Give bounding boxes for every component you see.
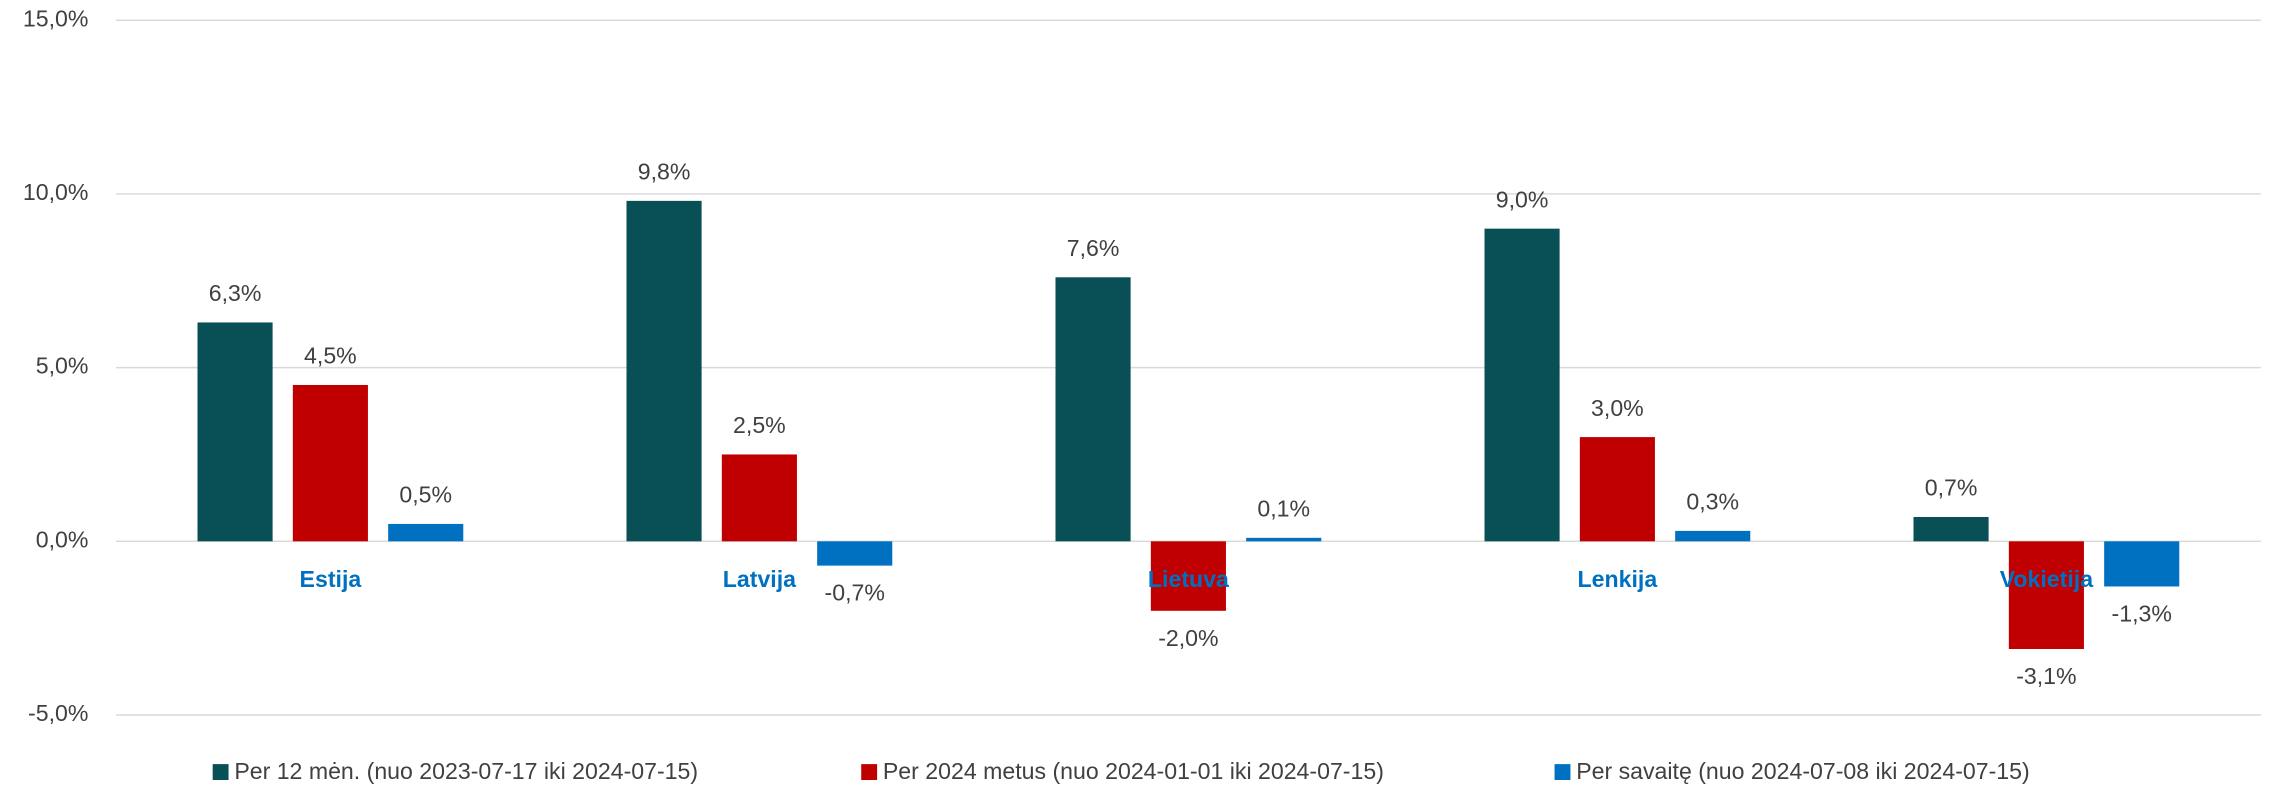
data-label: 6,3% <box>209 280 262 306</box>
bar <box>2104 541 2180 587</box>
data-label: 0,5% <box>399 482 452 508</box>
y-tick-label: 0,0% <box>36 526 89 552</box>
data-label: 0,1% <box>1257 495 1310 521</box>
legend-swatch <box>1554 764 1571 780</box>
y-tick-label: 10,0% <box>23 179 89 205</box>
legend-swatch <box>212 764 229 780</box>
x-tick-label: Vokietija <box>2000 566 2093 592</box>
y-tick-label: -5,0% <box>28 700 88 726</box>
bar <box>1055 277 1131 542</box>
bar <box>1150 541 1226 611</box>
data-label: -0,7% <box>825 580 885 606</box>
bar <box>817 541 893 566</box>
bar <box>721 454 797 542</box>
data-label: -1,3% <box>2112 600 2172 626</box>
bar <box>1579 437 1655 542</box>
bar <box>292 384 368 542</box>
bar <box>388 523 464 542</box>
data-label: 2,5% <box>733 412 786 438</box>
data-label: 3,0% <box>1591 395 1644 421</box>
legend-label: Per savaitę (nuo 2024-07-08 iki 2024-07-… <box>1576 758 2029 784</box>
x-tick-label: Lietuva <box>1148 566 1229 592</box>
data-label: 9,0% <box>1496 186 1549 212</box>
x-tick-label: Latvija <box>723 566 796 592</box>
data-label: 0,7% <box>1925 475 1978 501</box>
legend-label: Per 12 mėn. (nuo 2023-07-17 iki 2024-07-… <box>234 758 698 784</box>
data-label: 0,3% <box>1686 489 1739 515</box>
bar <box>1246 537 1322 542</box>
data-label: 4,5% <box>304 343 357 369</box>
data-label: 7,6% <box>1067 235 1120 261</box>
legend-swatch <box>861 764 878 780</box>
bar <box>197 322 273 542</box>
x-tick-label: Estija <box>300 566 362 592</box>
bar <box>1675 530 1751 542</box>
y-tick-label: 15,0% <box>23 5 89 31</box>
y-tick-label: 5,0% <box>36 353 89 379</box>
bar <box>1913 516 1989 542</box>
bar <box>1484 228 1560 542</box>
bar <box>2008 541 2084 649</box>
data-label: 9,8% <box>638 159 691 185</box>
data-label: -3,1% <box>2016 663 2076 689</box>
bar <box>626 200 702 542</box>
legend-label: Per 2024 metus (nuo 2024-01-01 iki 2024-… <box>883 758 1384 784</box>
x-tick-label: Lenkija <box>1578 566 1658 592</box>
data-label: -2,0% <box>1158 625 1218 651</box>
